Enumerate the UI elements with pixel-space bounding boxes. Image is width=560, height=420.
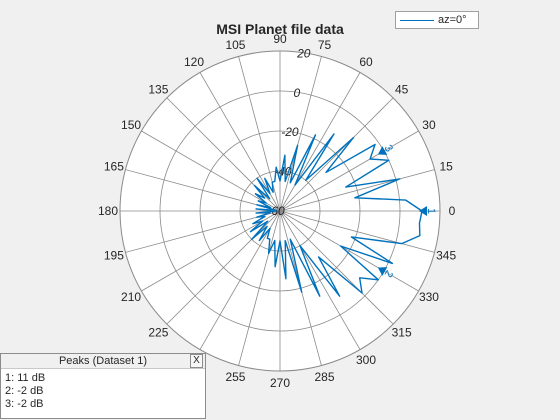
angle-tick-label: 90 (273, 32, 287, 46)
angle-tick-label: 105 (225, 38, 245, 52)
angle-tick-label: 135 (148, 82, 168, 96)
peaks-list: 1: 11 dB 2: -2 dB 3: -2 dB (1, 369, 205, 414)
series-group (249, 133, 423, 297)
angle-tick-label: 195 (104, 249, 124, 263)
legend-entry-label: az=0° (438, 14, 467, 26)
grid-spoke (238, 210, 281, 366)
series-line (249, 133, 423, 297)
peak-marker-label: 2 (382, 268, 395, 279)
angle-tick-label: 300 (356, 353, 376, 367)
peaks-panel-header: Peaks (Dataset 1) X (1, 354, 205, 369)
grid-spoke (279, 72, 361, 212)
radius-tick-label: 0 (293, 86, 300, 100)
grid-spoke (279, 130, 419, 212)
grid-spoke (279, 56, 322, 212)
angle-tick-label: 120 (184, 55, 204, 69)
peak-markers[interactable]: 1 2 3 (375, 143, 437, 279)
close-button[interactable]: X (190, 354, 203, 368)
angle-tick-label: 255 (225, 370, 245, 384)
peak-row: 2: -2 dB (5, 385, 44, 397)
peak-marker[interactable] (375, 146, 388, 159)
angle-tick-label: 30 (422, 118, 436, 132)
grid-spoke (199, 210, 281, 350)
grid-spoke (199, 72, 281, 212)
peaks-panel[interactable]: Peaks (Dataset 1) X 1: 11 dB 2: -2 dB 3:… (0, 353, 206, 419)
angle-tick-label: 45 (395, 82, 409, 96)
angle-tick-label: 285 (315, 370, 335, 384)
angle-tick-label: 270 (270, 376, 290, 390)
peaks-panel-title: Peaks (Dataset 1) (58, 355, 148, 367)
angle-tick-label: 210 (121, 290, 141, 304)
grid-spoke (279, 97, 394, 212)
grid-spoke (125, 210, 281, 253)
angle-tick-label: 180 (98, 204, 118, 218)
angle-tick-labels: 0153045607590105120135150165180195210225… (98, 32, 456, 390)
angle-tick-label: 315 (392, 326, 412, 340)
legend-line-swatch (400, 20, 434, 21)
grid-spoke (141, 130, 281, 212)
angle-tick-label: 75 (318, 38, 332, 52)
grid-spoke (125, 169, 281, 212)
angle-tick-label: 60 (359, 55, 373, 69)
angle-tick-label: 150 (121, 118, 141, 132)
peak-marker-label: 1 (425, 208, 437, 214)
grid-spoke (279, 210, 435, 253)
angle-tick-label: 345 (436, 249, 456, 263)
peak-row: 3: -2 dB (5, 398, 44, 410)
grid-spoke (279, 169, 435, 212)
angle-tick-label: 0 (449, 204, 456, 218)
grid-spoke (166, 210, 281, 325)
legend[interactable]: az=0° (395, 11, 479, 29)
peak-row: 1: 11 dB (5, 372, 46, 384)
grid-spoke (279, 210, 394, 325)
grid-spoke (279, 210, 419, 292)
peak-marker-label: 3 (382, 143, 395, 154)
chart-title: MSI Planet file data (216, 21, 344, 37)
radius-tick-label: -20 (281, 125, 299, 139)
peak-marker[interactable] (419, 206, 427, 216)
grid-spoke (141, 210, 281, 292)
angle-tick-label: 225 (148, 326, 168, 340)
peak-marker[interactable] (375, 263, 388, 276)
angle-tick-label: 330 (419, 290, 439, 304)
grid-spoke (279, 210, 361, 350)
angle-tick-label: 15 (439, 159, 453, 173)
radius-tick-label: 20 (296, 46, 311, 60)
angle-tick-label: 165 (104, 159, 124, 173)
